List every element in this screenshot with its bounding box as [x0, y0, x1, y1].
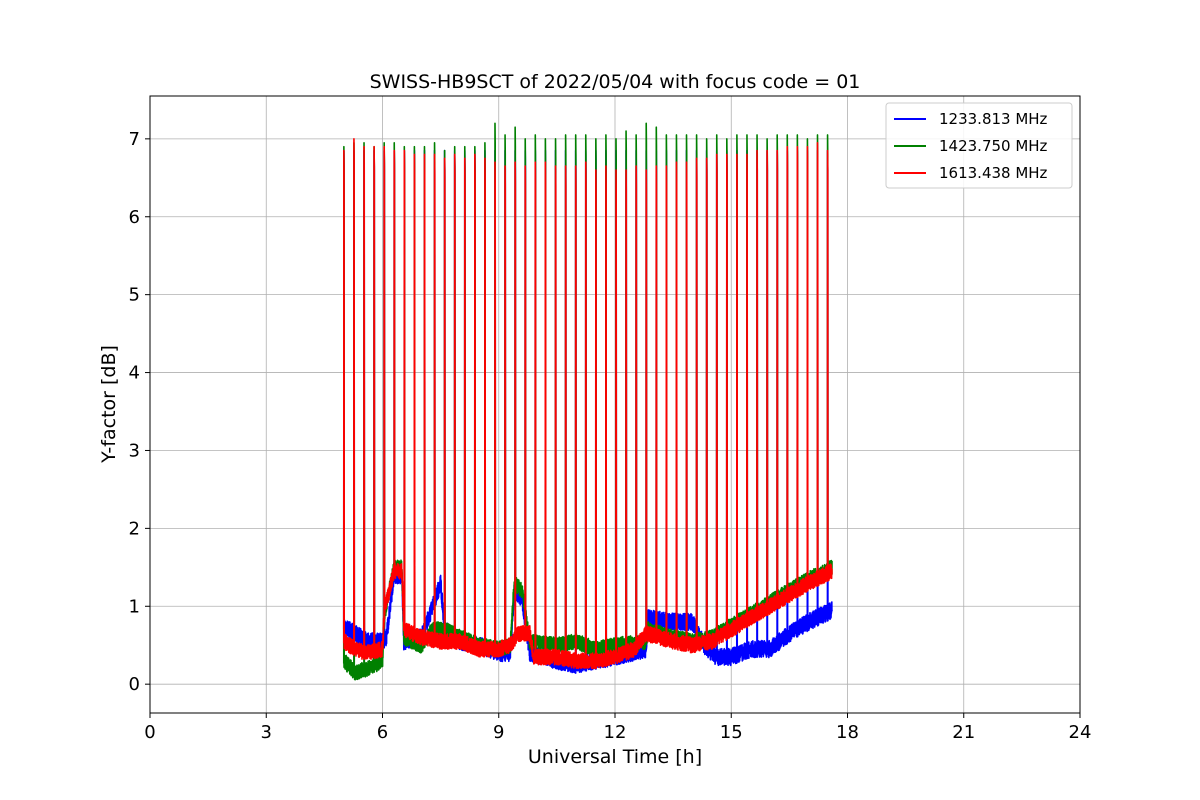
y-tick-label: 6 — [129, 207, 140, 228]
legend-entry-label: 1613.438 MHz — [939, 164, 1048, 182]
legend-entry-label: 1423.750 MHz — [939, 137, 1048, 155]
series-layer — [342, 122, 833, 681]
chart-title: SWISS-HB9SCT of 2022/05/04 with focus co… — [370, 71, 861, 93]
legend-entry-label: 1233.813 MHz — [939, 110, 1048, 128]
y-tick-label: 7 — [129, 129, 140, 150]
y-tick-label: 3 — [129, 440, 140, 461]
grid-layer — [149, 96, 1081, 713]
x-tick-label: 3 — [261, 722, 272, 743]
series-line — [342, 122, 833, 681]
x-tick-label: 15 — [720, 722, 743, 743]
y-tick-label: 2 — [129, 518, 140, 539]
x-tick-label: 6 — [377, 722, 388, 743]
x-tick-label: 12 — [604, 722, 627, 743]
x-tick-label: 24 — [1069, 722, 1092, 743]
x-tick-label: 21 — [952, 722, 975, 743]
series-line — [342, 138, 833, 670]
x-tick-label: 18 — [836, 722, 859, 743]
legend-box — [885, 102, 1073, 189]
y-tick-label: 1 — [129, 596, 140, 617]
x-axis-label: Universal Time [h] — [528, 746, 702, 768]
legend: 1233.813 MHz 1423.750 MHz 1613.438 MHz — [885, 102, 1073, 189]
y-axis-label: Y-factor [dB] — [98, 345, 120, 464]
y-tick-label: 4 — [129, 363, 140, 384]
x-tick-label: 9 — [493, 722, 504, 743]
series-line — [342, 149, 833, 674]
y-tick-label: 5 — [129, 285, 140, 306]
y-tick-label: 0 — [129, 674, 140, 695]
x-tick-label: 0 — [144, 722, 155, 743]
